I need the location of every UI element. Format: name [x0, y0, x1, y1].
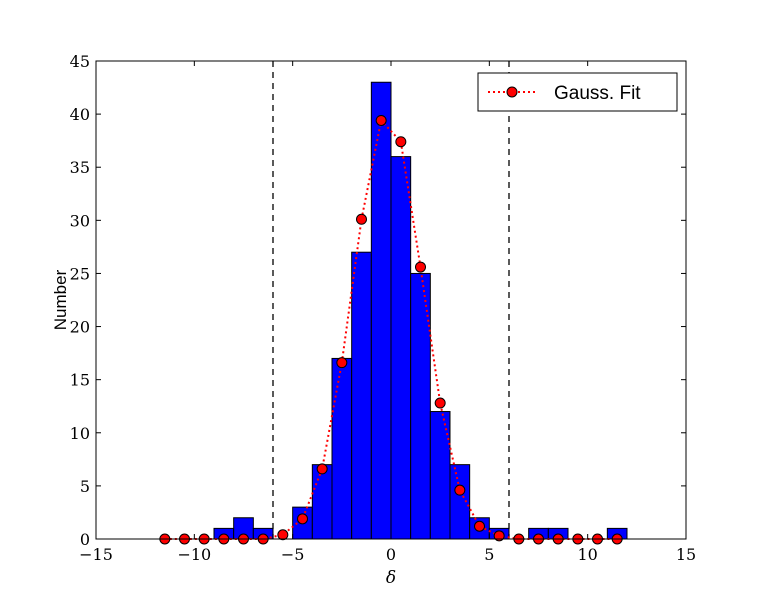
legend-label: Gauss. Fit: [554, 83, 641, 104]
threshold-lines: [272, 61, 510, 539]
histogram-bar: [331, 357, 353, 540]
y-tick-label: 5: [80, 477, 90, 496]
y-tick-label: 30: [70, 211, 90, 230]
x-axis-label: δ: [386, 568, 396, 588]
legend-marker: [506, 86, 518, 98]
x-tick-label: −15: [79, 545, 113, 564]
gauss-fit-point: [297, 513, 308, 525]
gauss-fit-point: [415, 261, 426, 273]
y-axis-label: Number: [51, 269, 70, 330]
gauss-fit-point: [336, 357, 348, 369]
legend: Gauss. Fit: [477, 72, 678, 112]
histogram-bar: [429, 411, 451, 540]
histogram-bar: [410, 272, 431, 540]
x-axis-ticks: −15 −10 −5 0 5 10 15: [79, 61, 696, 564]
gauss-fit-point: [395, 136, 407, 148]
gauss-fit-point: [474, 520, 485, 532]
y-tick-label: 20: [70, 318, 90, 337]
x-tick-label: 10: [577, 545, 597, 564]
y-tick-label: 40: [70, 105, 90, 124]
y-tick-label: 35: [70, 158, 90, 177]
gauss-fit-point: [434, 397, 446, 409]
gauss-fit-point: [356, 213, 367, 225]
y-tick-label: 25: [70, 264, 90, 283]
x-tick-label: −10: [177, 545, 211, 564]
gauss-fit-point: [493, 530, 505, 542]
histogram-bar: [370, 81, 392, 540]
histogram-bar: [390, 156, 412, 540]
x-tick-label: −5: [281, 545, 305, 564]
histogram-bar: [351, 251, 372, 540]
gauss-fit-point: [454, 484, 466, 496]
y-tick-label: 45: [70, 52, 90, 71]
y-axis-ticks: 0 5 10 15 20 25 30 35 40 45: [70, 52, 686, 549]
x-tick-label: 5: [484, 545, 494, 564]
y-tick-label: 0: [80, 530, 90, 549]
gauss-fit-point: [316, 463, 328, 475]
gauss-fit-point: [277, 529, 289, 541]
y-tick-label: 15: [70, 371, 90, 390]
y-tick-label: 10: [70, 424, 90, 443]
x-tick-label: 15: [676, 545, 696, 564]
histogram-bars: [213, 81, 628, 540]
histogram-bar: [311, 464, 333, 540]
x-tick-label: 0: [386, 545, 396, 564]
gauss-fit-point: [375, 114, 387, 126]
